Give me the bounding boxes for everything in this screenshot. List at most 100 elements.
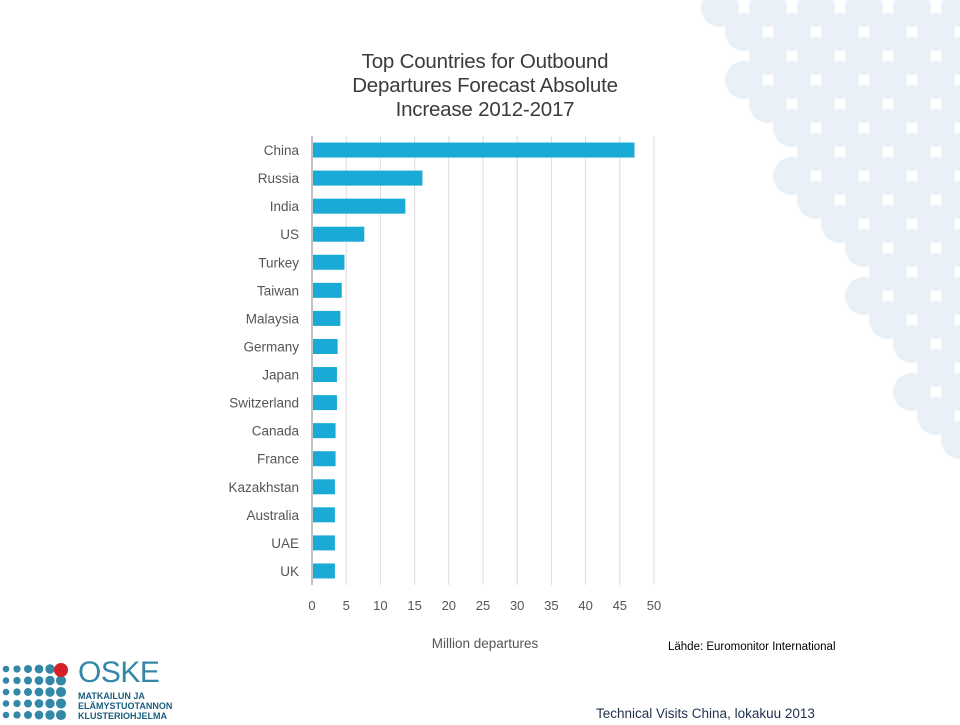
chart-title-line-2: Departures Forecast Absolute [352,74,618,97]
logo-dot-grid-icon [2,663,68,721]
y-category-label: US [280,227,299,242]
decor-dot [821,157,859,195]
logo-dot [34,710,44,720]
y-category-label: Switzerland [229,396,299,411]
decor-dot [845,229,883,267]
decor-dot [845,133,883,171]
logo-dot [2,665,10,673]
bar-kazakhstan [313,479,335,495]
logo-subtitle-line-2: ELÄMYSTUOTANNON [78,701,173,711]
decor-dot [869,253,907,291]
logo-dot [24,699,32,708]
decor-dot [941,421,960,459]
decor-dot [773,61,811,99]
bar-turkey [313,254,345,270]
logo-dot [45,664,55,674]
decor-dot [797,85,835,123]
decor-dot [869,109,907,147]
logo-dot [55,709,67,721]
decor-dot [821,205,859,243]
logo-dot [24,665,32,673]
y-category-label: Japan [262,368,299,383]
y-category-label: UAE [271,536,299,551]
bar-uae [313,535,335,551]
decor-dot [893,181,931,219]
logo-dot [45,710,55,720]
y-category-label: Germany [243,339,299,354]
y-category-label: France [257,452,299,467]
decor-dot [725,13,763,51]
bar-japan [313,367,337,383]
y-category-label: Turkey [258,255,299,270]
logo-dot [13,699,21,708]
logo-dot [2,700,10,707]
decor-dot [797,181,835,219]
y-category-label: Australia [246,508,299,523]
logo-dot [55,698,67,709]
x-tick-label: 40 [578,598,592,613]
decor-dot [917,13,955,51]
logo-dot [34,664,44,674]
bar-russia [313,170,423,186]
logo-name: OSKE [78,656,160,689]
decor-dot [917,301,955,339]
decor-dot [869,13,907,51]
y-category-label: Kazakhstan [228,480,299,495]
decor-dot [821,61,859,99]
bar-india [313,198,406,214]
source-note: Lähde: Euromonitor International [668,641,836,653]
y-category-label: Russia [258,171,300,186]
bar-us [313,226,365,242]
bar-switzerland [313,395,337,411]
bar-australia [313,507,335,523]
bar-canada [313,423,336,439]
decor-dot [845,181,883,219]
decor-dot [773,13,811,51]
logo-dot [13,665,21,673]
y-category-label: Canada [252,424,300,439]
decor-dot [869,301,907,339]
decor-dot [821,109,859,147]
logo-dot [24,688,32,696]
decor-dot [869,205,907,243]
chart-title-line-3: Increase 2012-2017 [395,98,575,121]
logo-dot [34,676,44,685]
decor-dot [749,37,787,75]
x-tick-label: 10 [373,598,387,613]
x-tick-label: 20 [442,598,456,613]
decor-dot [725,61,763,99]
y-category-label: China [264,143,300,158]
logo-dot [45,698,55,709]
logo-dot [2,711,10,719]
bar-france [313,451,336,467]
oske-logo: OSKE MATKAILUN JA ELÄMYSTUOTANNON KLUSTE… [0,658,190,725]
x-tick-label: 0 [308,598,315,613]
logo-dot [13,676,21,685]
decor-dot [797,133,835,171]
decor-dot [845,37,883,75]
x-tick-label: 15 [407,598,421,613]
decor-dot [893,277,931,315]
x-tick-label: 5 [343,598,350,613]
logo-dot [45,687,55,697]
decor-dot [773,109,811,147]
decor-dot [893,325,931,363]
logo-subtitle-line-3: KLUSTERIOHJELMA [78,711,168,721]
decor-dot [893,133,931,171]
footer-text: Technical Visits China, lokakuu 2013 [596,706,815,721]
logo-dot [13,688,21,696]
logo-red-dot [54,663,68,677]
x-tick-label: 45 [613,598,627,613]
decor-dot [893,37,931,75]
bar-germany [313,338,338,354]
decor-dot [749,85,787,123]
decor-dot [797,37,835,75]
decor-dot [869,157,907,195]
x-tick-label: 50 [647,598,661,613]
decor-dot [893,229,931,267]
decor-dot [917,157,955,195]
decor-dot [917,349,955,387]
logo-subtitle-line-1: MATKAILUN JA [78,691,145,701]
